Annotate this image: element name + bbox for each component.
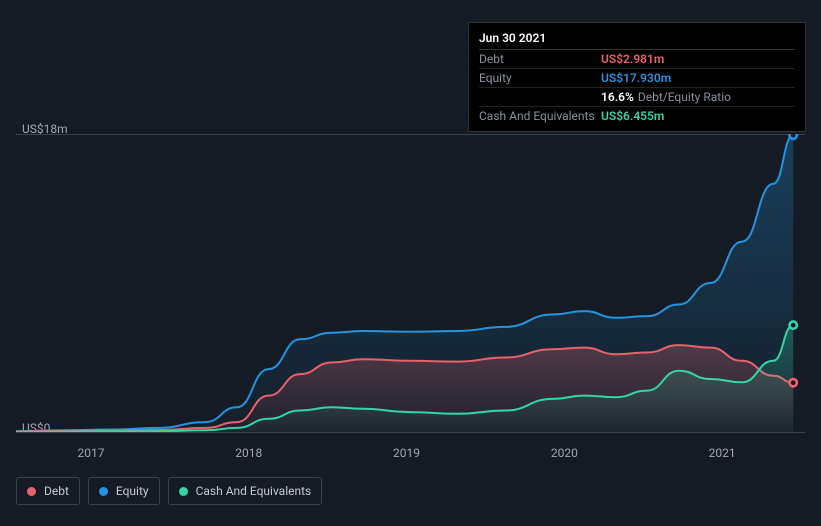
chart-tooltip: Jun 30 2021 DebtUS$2.981mEquityUS$17.930… xyxy=(468,22,806,132)
tooltip-row-label: Cash And Equivalents xyxy=(479,109,601,123)
tooltip-row-extra: Debt/Equity Ratio xyxy=(638,90,731,104)
x-axis-tick: 2017 xyxy=(77,446,104,460)
legend-item-label: Debt xyxy=(44,484,69,498)
tooltip-row-label: Debt xyxy=(479,52,601,66)
tooltip-row-label: Equity xyxy=(479,71,601,85)
tooltip-row: EquityUS$17.930m xyxy=(479,69,795,88)
x-axis-tick: 2021 xyxy=(709,446,736,460)
legend-item-cash-and-equivalents[interactable]: Cash And Equivalents xyxy=(168,477,323,505)
tooltip-row: Cash And EquivalentsUS$6.455m xyxy=(479,107,795,125)
chart-gridline xyxy=(16,432,805,433)
tooltip-row-value: US$2.981m xyxy=(601,52,664,66)
x-axis-tick: 2020 xyxy=(551,446,578,460)
chart-endpoint-marker xyxy=(788,320,798,330)
legend-dot-icon xyxy=(179,487,188,496)
tooltip-row-value: US$6.455m xyxy=(601,109,664,123)
chart-plot-area[interactable] xyxy=(16,134,805,432)
tooltip-row: 16.6% Debt/Equity Ratio xyxy=(479,88,795,107)
chart-endpoint-marker xyxy=(788,378,798,388)
legend-item-equity[interactable]: Equity xyxy=(88,477,160,505)
chart-legend: Debt Equity Cash And Equivalents xyxy=(16,477,322,505)
tooltip-row-value: 16.6% xyxy=(601,90,634,104)
legend-item-label: Equity xyxy=(116,484,149,498)
legend-dot-icon xyxy=(99,487,108,496)
legend-dot-icon xyxy=(27,487,36,496)
x-axis-tick: 2019 xyxy=(393,446,420,460)
tooltip-date: Jun 30 2021 xyxy=(479,29,795,50)
tooltip-row: DebtUS$2.981m xyxy=(479,50,795,69)
tooltip-row-value: US$17.930m xyxy=(601,71,671,85)
tooltip-row-label xyxy=(479,90,601,104)
legend-item-label: Cash And Equivalents xyxy=(196,484,312,498)
legend-item-debt[interactable]: Debt xyxy=(16,477,80,505)
x-axis-tick: 2018 xyxy=(235,446,262,460)
